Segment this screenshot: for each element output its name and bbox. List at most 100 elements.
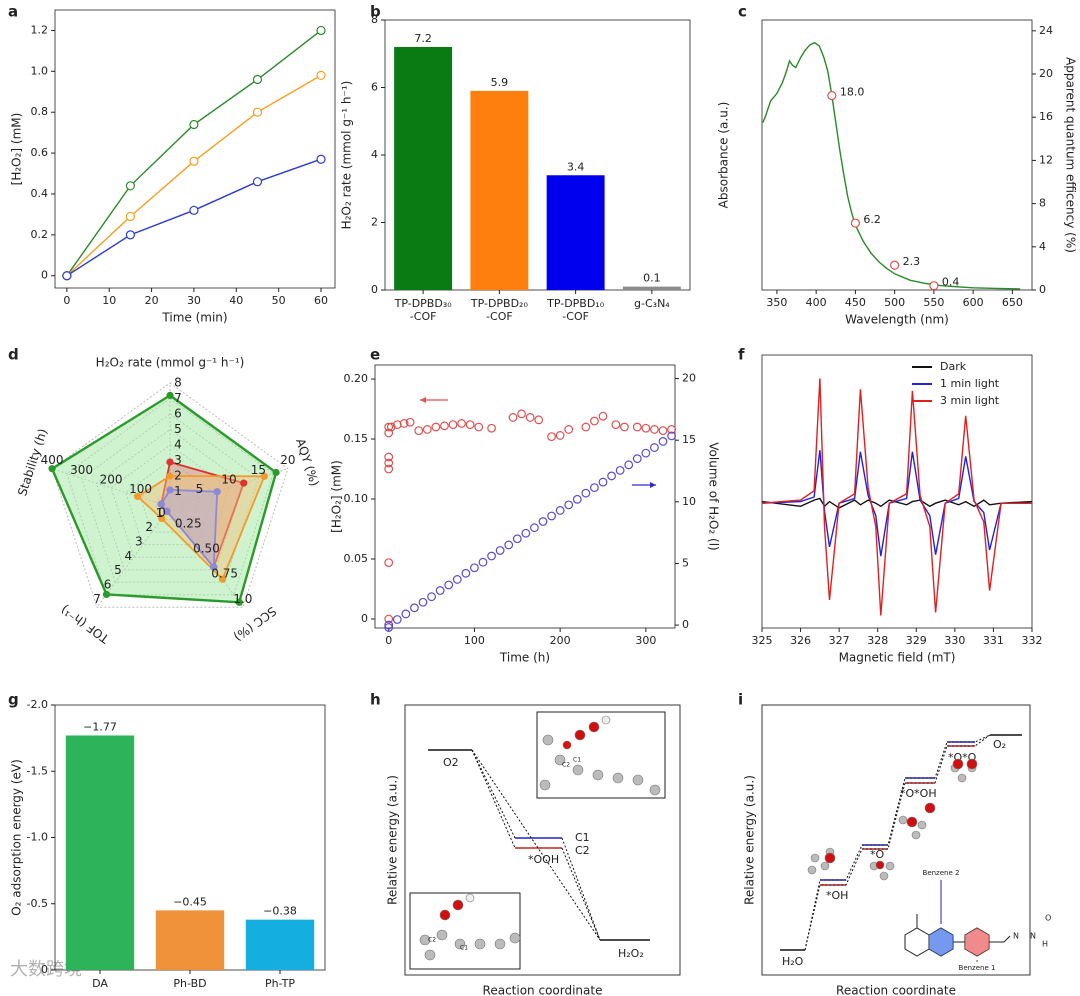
level-label: C2 (575, 844, 590, 857)
radar-tick-label: 3 (135, 534, 143, 548)
atom (436, 929, 448, 941)
level-label: O2 (443, 756, 459, 769)
marker (465, 420, 475, 430)
bar-value-label: −0.38 (263, 905, 297, 918)
marker (166, 472, 174, 480)
marker (166, 391, 174, 399)
marker (650, 443, 659, 452)
atom (810, 853, 820, 863)
x-tick-label: 650 (1002, 296, 1023, 309)
level-label: *OOH (528, 853, 559, 866)
radar-tick-label: 4 (125, 549, 133, 563)
marker (611, 420, 621, 430)
y-axis-label: O₂ adsorption energy (eV) (10, 759, 24, 916)
marker (495, 546, 505, 555)
y-axis-label: H₂O₂ rate (mmol g⁻¹ h⁻¹) (340, 81, 354, 230)
y-tick-label: -1.5 (27, 764, 48, 777)
y-tick-label: 8 (371, 13, 378, 26)
atom (879, 871, 889, 881)
panel-letter: g (8, 691, 19, 709)
marker (470, 563, 479, 573)
atom (419, 934, 431, 946)
plot-frame (761, 354, 1033, 629)
plot-frame (374, 364, 676, 629)
marker (598, 477, 608, 487)
plot-frame (761, 19, 1033, 291)
panel-letter: i (738, 691, 743, 709)
ring-highlight (965, 928, 989, 956)
x-tick-label: DA (92, 977, 108, 990)
marker (615, 465, 625, 475)
marker (272, 468, 280, 477)
marker (457, 419, 466, 428)
marker (62, 271, 72, 281)
marker (410, 603, 419, 613)
marker (189, 119, 199, 130)
radar-tick-label: 2 (174, 469, 182, 483)
level-label: H₂O (782, 955, 804, 968)
radar-tick-label: 5 (196, 482, 204, 496)
x-tick-label: 100 (464, 634, 485, 647)
marker (658, 437, 668, 446)
atom (612, 772, 624, 784)
atom (592, 769, 604, 781)
y-tick-label: 1.2 (31, 23, 49, 36)
y2-tick-label: 0 (1039, 283, 1046, 296)
y-tick-label: 0.10 (344, 492, 369, 505)
marker (504, 540, 514, 550)
x-tick-label: 450 (845, 296, 866, 309)
marker (620, 422, 629, 432)
marker (431, 422, 441, 432)
x-tick-label: 50 (272, 294, 286, 307)
y2-axis-label: Apparent quantum efficency (%) (1064, 57, 1078, 253)
marker (632, 422, 642, 432)
marker (163, 507, 171, 515)
marker (564, 425, 574, 434)
y2-tick-label: 8 (1039, 197, 1046, 210)
radar-tick-label: 6 (104, 577, 112, 591)
x-axis-label: Reaction coordinate (483, 984, 603, 996)
radar-tick-label: 400 (41, 453, 64, 467)
series-line (761, 378, 1032, 616)
marker (125, 211, 136, 222)
radar-tick-label: 0.75 (211, 567, 238, 581)
marker (641, 448, 651, 458)
data-label: 6.2 (863, 213, 881, 226)
atom (474, 938, 486, 950)
y-tick-label: 2 (371, 216, 378, 229)
radar-tick-label: 300 (70, 463, 93, 477)
bar (394, 47, 453, 290)
y-tick-label: 0 (371, 283, 378, 296)
marker (384, 464, 394, 474)
marker (427, 592, 436, 602)
x-tick-label: TP-DPBD₂₀ -COF (470, 297, 529, 323)
atom (454, 938, 466, 950)
data-label: 2.3 (903, 255, 921, 268)
marker (414, 426, 424, 436)
y-tick-label: 0 (41, 963, 48, 976)
y-tick-label: -0.5 (27, 897, 48, 910)
y2-tick-label: 16 (1039, 110, 1053, 123)
atom (562, 740, 572, 750)
radar-origin-label: 0 (158, 506, 166, 520)
atom-label: C1 (573, 757, 581, 764)
y-tick-label: 0 (41, 269, 48, 282)
inset-frame (536, 711, 666, 799)
x-axis-label: Magnetic field (mT) (839, 651, 956, 665)
data-label: 0.4 (942, 276, 960, 289)
marker (521, 528, 531, 538)
atom-label: C1 (460, 945, 468, 952)
marker (624, 460, 634, 470)
marker (384, 458, 394, 468)
atom (572, 764, 584, 776)
panel-letter: a (8, 3, 18, 21)
panel-letter: c (738, 3, 747, 21)
y-tick-label: 0.05 (344, 552, 369, 565)
marker (590, 483, 599, 493)
y-axis-label: [H₂O₂] (mM) (330, 460, 344, 533)
marker (487, 551, 496, 561)
marker (252, 107, 263, 117)
plot-frame (761, 704, 1031, 976)
marker (508, 413, 518, 422)
marker (448, 420, 458, 430)
